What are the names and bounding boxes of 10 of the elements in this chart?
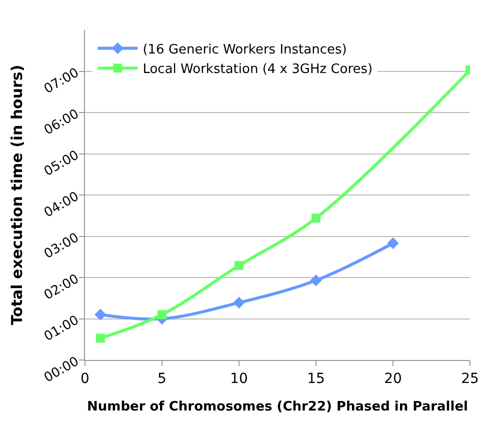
- x-tick-label: 10: [230, 370, 248, 387]
- legend-label: (16 Generic Workers Instances): [142, 42, 347, 58]
- x-tick-label: 15: [307, 370, 325, 387]
- x-tick-label: 5: [158, 370, 166, 387]
- y-axis-title: Total execution time (in hours): [8, 64, 26, 326]
- x-axis-title: Number of Chromosomes (Chr22) Phased in Parallel: [87, 399, 468, 414]
- legend-label: Local Workstation (4 x 3GHz Cores): [142, 62, 373, 78]
- x-tick-label: 0: [80, 370, 90, 387]
- x-tick-label: 20: [384, 370, 402, 387]
- x-tick-label: 25: [461, 370, 479, 387]
